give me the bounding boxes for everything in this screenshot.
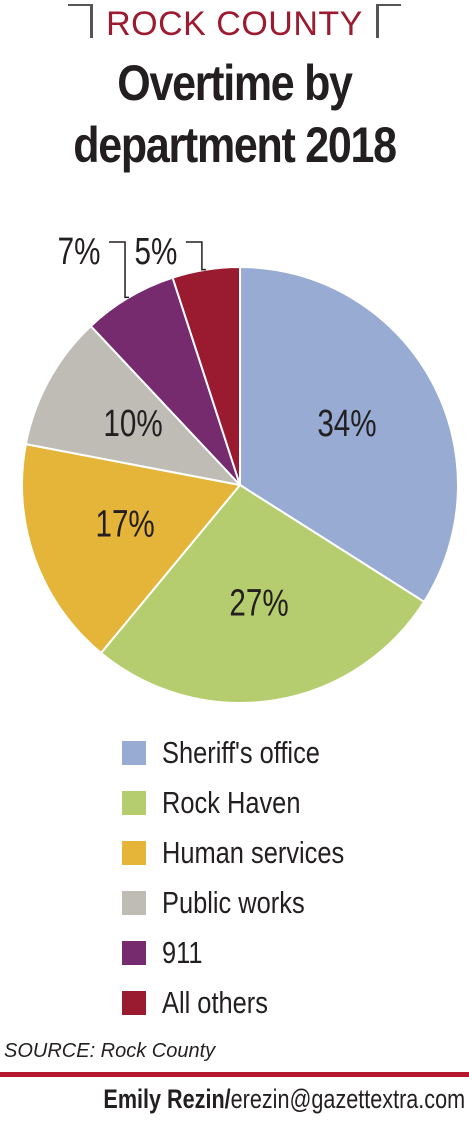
data-label-rock-haven: 27% bbox=[229, 582, 288, 624]
legend-item-all-others: All others bbox=[122, 978, 384, 1028]
pie-chart: 34% 27% 17% 10% 7% 5% bbox=[21, 231, 459, 704]
legend-label-911: 911 bbox=[162, 935, 203, 970]
byline: Emily Rezin/erezin@gazettextra.com bbox=[103, 1084, 465, 1115]
data-label-sheriff-s-office: 34% bbox=[317, 403, 376, 445]
pie-slice-rock-haven bbox=[99, 483, 426, 704]
kicker-rule-left-top bbox=[68, 4, 90, 6]
legend-swatch-all-others bbox=[122, 991, 146, 1015]
pie-leader-lines bbox=[109, 241, 206, 299]
chart-title: Overtime by department 2018 bbox=[33, 52, 436, 176]
pie-slice-sheriff-s-office bbox=[239, 265, 459, 604]
byline-email: erezin@gazettextra.com bbox=[230, 1084, 465, 1114]
pie-slice-human-services bbox=[21, 442, 242, 655]
chart-title-line-2: department 2018 bbox=[73, 117, 397, 173]
leader-line-all-others bbox=[185, 241, 206, 271]
legend-item-rock-haven: Rock Haven bbox=[122, 778, 384, 828]
chart-title-line-1: Overtime by bbox=[117, 55, 353, 111]
leader-line-911 bbox=[109, 241, 130, 299]
pie-slice-public-works bbox=[24, 324, 243, 487]
legend-label-public-works: Public works bbox=[162, 885, 305, 920]
legend-swatch-911 bbox=[122, 941, 146, 965]
legend-item-public-works: Public works bbox=[122, 878, 384, 928]
legend-label-human-services: Human services bbox=[162, 835, 345, 870]
legend-item-sheriff-s-office: Sheriff's office bbox=[122, 728, 384, 778]
kicker-rule-right-top bbox=[379, 4, 401, 6]
data-label-public-works: 10% bbox=[103, 403, 162, 445]
chart-legend: Sheriff's office Rock Haven Human services… bbox=[122, 728, 384, 1028]
kicker-rule-left bbox=[90, 4, 93, 38]
pie-slices bbox=[21, 265, 459, 704]
legend-swatch-human-services bbox=[122, 841, 146, 865]
kicker-rule-right bbox=[376, 4, 379, 38]
legend-label-all-others: All others bbox=[162, 985, 268, 1020]
byline-name: Emily Rezin/ bbox=[103, 1084, 231, 1114]
kicker-frame: ROCK COUNTY bbox=[0, 4, 469, 48]
legend-label-rock-haven: Rock Haven bbox=[162, 785, 301, 820]
legend-swatch-rock-haven bbox=[122, 791, 146, 815]
source-note: SOURCE: Rock County bbox=[4, 1040, 216, 1062]
legend-item-911: 911 bbox=[122, 928, 384, 978]
data-label-all-others: 5% bbox=[134, 231, 177, 273]
kicker-label: ROCK COUNTY bbox=[106, 5, 363, 43]
footer-rule bbox=[0, 1072, 469, 1077]
data-label-human-services: 17% bbox=[95, 503, 154, 545]
legend-label-sheriff-s-office: Sheriff's office bbox=[162, 735, 320, 770]
data-label-911: 7% bbox=[58, 231, 101, 273]
legend-swatch-public-works bbox=[122, 891, 146, 915]
legend-swatch-sheriff-s-office bbox=[122, 741, 146, 765]
pie-data-labels: 34% 27% 17% 10% 7% 5% bbox=[58, 231, 377, 625]
legend-item-human-services: Human services bbox=[122, 828, 384, 878]
